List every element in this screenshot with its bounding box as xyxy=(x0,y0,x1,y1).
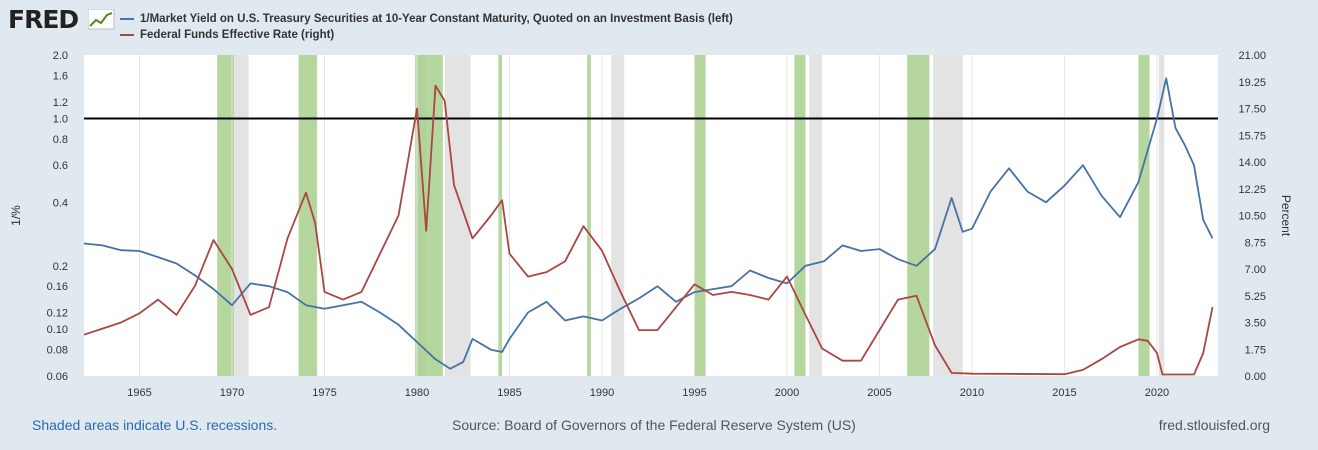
y-right-tick-label: 12.25 xyxy=(1238,184,1266,196)
y-left-tick-label: 0.12 xyxy=(47,308,68,320)
y-left-tick-label: 1.2 xyxy=(53,97,68,109)
legend-series-2: Federal Funds Effective Rate (right) xyxy=(120,29,334,41)
y-right-tick-label: 5.25 xyxy=(1245,291,1266,303)
recession-band xyxy=(217,55,234,376)
chart: 0.06 0.08 0.10 0.12 0.16 0.2 0.4 0.6 0.8 1.0 1.2 1.… xyxy=(9,50,1293,399)
recession-band xyxy=(794,55,806,376)
y-right-tick-label: 1.75 xyxy=(1245,344,1266,356)
recession-band xyxy=(587,55,591,376)
y-left-tick-label: 0.08 xyxy=(47,345,68,357)
y-right-tick-label: 10.50 xyxy=(1238,211,1266,223)
y-right-tick-label: 17.50 xyxy=(1238,104,1266,116)
y-right-tick-label: 3.50 xyxy=(1245,318,1266,330)
recession-band xyxy=(611,55,625,376)
y-left-tick-label: 1.0 xyxy=(53,113,68,125)
y-left-tick-label: 0.10 xyxy=(47,324,68,336)
y-left-tick-label: 2.0 xyxy=(53,50,68,62)
y-left-tick-label: 0.8 xyxy=(53,134,68,146)
recession-band xyxy=(415,55,443,376)
x-tick-label: 1965 xyxy=(127,387,151,399)
recession-band xyxy=(809,55,823,376)
legend-series-1: 1/Market Yield on U.S. Treasury Securiti… xyxy=(120,13,733,25)
legend-swatch-series-1 xyxy=(120,17,134,20)
series-line-2 xyxy=(83,84,1214,376)
plot-area xyxy=(84,55,1218,376)
fred-chart-icon xyxy=(88,9,115,30)
legend-label-series-1: 1/Market Yield on U.S. Treasury Securiti… xyxy=(140,13,733,25)
x-tick-label: 2020 xyxy=(1145,387,1169,399)
y-left-tick-label: 0.16 xyxy=(47,281,68,293)
x-tick-label: 2010 xyxy=(960,387,984,399)
y-axis-right-label: Percent xyxy=(1279,195,1293,237)
series-layer xyxy=(83,77,1214,376)
x-tick-label: 2015 xyxy=(1052,387,1076,399)
y-left-tick-label: 0.06 xyxy=(47,371,68,383)
recession-note: Shaded areas indicate U.S. recessions. xyxy=(32,417,278,433)
tick-labels: 0.06 0.08 0.10 0.12 0.16 0.2 0.4 0.6 0.8 1.0 1.2 1.… xyxy=(47,50,1266,399)
x-tick-label: 1970 xyxy=(220,387,244,399)
recession-band xyxy=(298,55,318,376)
y-left-tick-label: 0.4 xyxy=(53,197,68,209)
x-tick-label: 1990 xyxy=(590,387,614,399)
recession-band xyxy=(907,55,930,376)
y-axis-left-label: 1/% xyxy=(9,205,23,226)
y-right-tick-label: 15.75 xyxy=(1238,130,1266,142)
recession-band xyxy=(498,55,503,376)
y-left-tick-label: 0.2 xyxy=(53,261,68,273)
x-tick-label: 1985 xyxy=(497,387,521,399)
fred-logo-text: FRED xyxy=(8,5,79,34)
x-tick-label: 1975 xyxy=(312,387,336,399)
recession-band xyxy=(231,55,249,376)
x-tick-label: 1995 xyxy=(682,387,706,399)
recession-band xyxy=(1158,55,1165,376)
source-text: Source: Board of Governors of the Federa… xyxy=(452,417,856,433)
legend-label-series-2: Federal Funds Effective Rate (right) xyxy=(140,29,335,41)
y-right-tick-label: 0.00 xyxy=(1245,371,1266,383)
series-line-1 xyxy=(83,77,1214,370)
x-tick-label: 2000 xyxy=(775,387,799,399)
recession-band xyxy=(1138,55,1150,376)
y-right-tick-label: 14.00 xyxy=(1238,157,1266,169)
x-tick-label: 2005 xyxy=(867,387,891,399)
y-right-tick-label: 7.00 xyxy=(1245,264,1266,276)
legend-swatch-series-2 xyxy=(120,33,134,36)
y-right-tick-label: 19.25 xyxy=(1238,77,1266,89)
y-left-tick-label: 1.6 xyxy=(53,70,68,82)
x-tick-label: 1980 xyxy=(405,387,429,399)
recession-band xyxy=(444,55,471,376)
recession-bands xyxy=(217,55,1165,376)
recession-band xyxy=(694,55,706,376)
grid xyxy=(84,55,1218,376)
y-left-tick-label: 0.6 xyxy=(53,160,68,172)
y-right-tick-label: 8.75 xyxy=(1245,237,1266,249)
site-link[interactable]: fred.stlouisfed.org xyxy=(1158,417,1270,433)
y-right-tick-label: 21.00 xyxy=(1238,50,1266,62)
